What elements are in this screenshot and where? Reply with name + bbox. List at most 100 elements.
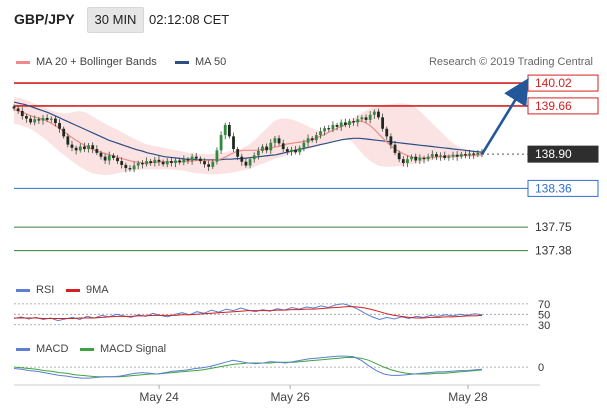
candle-body	[381, 117, 385, 129]
ma20-legend-swatch	[16, 61, 30, 64]
candle-body	[360, 117, 364, 120]
macd-legend-swatch	[16, 348, 30, 351]
candle-body	[178, 160, 182, 163]
candle-body	[281, 143, 285, 150]
candle-body	[455, 154, 459, 157]
rsi-legend-label: RSI	[36, 284, 55, 296]
candle-body	[116, 157, 119, 162]
candle-body	[29, 118, 32, 123]
candle-body	[149, 161, 153, 164]
candle-body	[451, 154, 455, 157]
candle-body	[406, 159, 409, 164]
candle-body	[25, 116, 28, 119]
candle-body	[136, 163, 140, 166]
candle-body	[285, 149, 289, 152]
candle-body	[58, 123, 61, 129]
candle-body	[219, 135, 223, 151]
candle-body	[244, 161, 248, 166]
ma20-legend-label: MA 20 + Bollinger Bands	[36, 56, 157, 68]
candle-body	[401, 159, 405, 164]
candle-body	[194, 156, 198, 159]
candle-body	[207, 164, 211, 167]
macd-signal-legend-label: MACD Signal	[100, 343, 167, 355]
candle-body	[211, 161, 215, 167]
time-tick-label: May 28	[448, 390, 488, 404]
projection-arrow	[480, 78, 529, 155]
candle-body	[422, 157, 426, 160]
candle-body	[298, 147, 302, 153]
ma50-legend-label: MA 50	[195, 56, 227, 68]
candle-body	[157, 159, 161, 162]
rsi-level-label-70: 70	[538, 299, 550, 311]
candle-body	[128, 168, 132, 170]
candle-body	[153, 159, 157, 164]
candle-body	[190, 156, 194, 161]
candle-body	[331, 124, 335, 130]
candle-body	[240, 156, 244, 162]
candle-body	[435, 154, 438, 157]
candle-body	[426, 156, 430, 160]
candle-body	[62, 128, 66, 137]
candle-body	[182, 159, 186, 163]
time-tick-label: May 24	[139, 390, 179, 404]
ma50-line	[13, 101, 483, 161]
candle-body	[132, 165, 136, 170]
candle-body	[439, 155, 442, 157]
candle-body	[91, 145, 95, 150]
candle-body	[261, 146, 264, 151]
candle-body	[389, 136, 393, 145]
candle-body	[310, 138, 314, 141]
candle-body	[45, 117, 49, 120]
macd-line	[13, 355, 483, 379]
level-badge-138-90	[527, 145, 599, 163]
symbol-title: GBP/JPY	[14, 11, 75, 27]
candle-body	[198, 158, 202, 162]
candle-body	[323, 128, 327, 132]
candle-body	[372, 111, 376, 115]
price-panel: 140.02 139.66 138.90 138.36 137.75 137.38	[12, 74, 599, 258]
bollinger-bands-area	[14, 97, 482, 176]
candle-body	[87, 145, 90, 150]
candle-body	[364, 117, 368, 120]
candle-body	[124, 164, 128, 169]
candle-body	[16, 108, 20, 111]
level-label-140-02: 140.02	[535, 76, 572, 90]
candle-body	[20, 110, 24, 117]
candle-body	[54, 118, 57, 124]
level-label-139-66: 139.66	[535, 99, 572, 113]
candle-body	[294, 149, 298, 153]
rsi-ma-legend-label: 9MA	[86, 284, 109, 296]
candle-body	[418, 157, 422, 161]
candle-body	[464, 154, 467, 156]
candle-body	[256, 150, 260, 156]
candle-body	[468, 153, 471, 156]
candle-body	[248, 159, 252, 166]
candle-body	[37, 119, 41, 121]
level-label-137-38: 137.38	[535, 244, 572, 258]
candle-body	[273, 138, 277, 143]
candle-body	[215, 150, 219, 162]
candle-body	[140, 163, 144, 165]
candle-body	[145, 161, 148, 165]
timeframe-button[interactable]: 30 MIN	[87, 7, 144, 33]
candle-body	[339, 122, 343, 127]
candle-body	[78, 146, 82, 151]
clock-readout: 02:12:08 CET	[149, 12, 230, 27]
candle-body	[107, 155, 111, 161]
candle-body	[12, 106, 16, 109]
candle-body	[223, 124, 227, 136]
rsi-ma-line	[14, 305, 483, 319]
candle-body	[430, 154, 434, 157]
macd-signal-legend-swatch	[80, 348, 94, 351]
candle-body	[252, 155, 256, 160]
time-tick-label: May 26	[270, 390, 310, 404]
candle-body	[314, 135, 318, 141]
candle-body	[306, 138, 310, 143]
candle-body	[348, 121, 351, 125]
candle-body	[33, 119, 37, 123]
candle-body	[368, 114, 372, 120]
candle-body	[393, 144, 397, 153]
rsi-level-label-50: 50	[538, 309, 550, 321]
